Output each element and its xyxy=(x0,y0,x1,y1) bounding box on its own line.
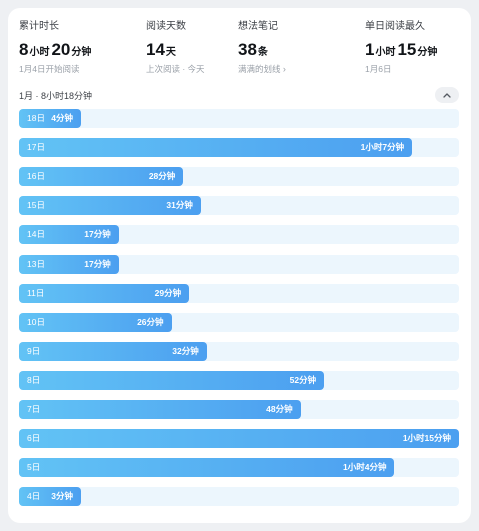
duration-label: 3分钟 xyxy=(51,491,73,502)
stat-sub: 上次阅读 · 今天 xyxy=(146,64,205,74)
day-row[interactable]: 5日 1小时4分钟 xyxy=(19,458,459,478)
day-label: 8日 xyxy=(27,374,41,385)
reading-bar xyxy=(19,429,459,449)
day-label: 14日 xyxy=(27,229,45,240)
duration-label: 29分钟 xyxy=(154,287,182,298)
stat-unit: 分钟 xyxy=(417,47,438,58)
day-label: 10日 xyxy=(27,316,45,327)
stat-unit: 天 xyxy=(165,47,176,58)
duration-label: 17分钟 xyxy=(84,258,111,269)
day-row[interactable]: 18日 4分钟 xyxy=(19,109,459,128)
stat-sub-text: 满满的划线 xyxy=(238,64,281,74)
stat-unit: 小时 xyxy=(29,47,50,58)
day-label: 18日 xyxy=(27,113,45,123)
day-row[interactable]: 14日 17分钟 xyxy=(19,225,459,245)
stat-value: 14天 xyxy=(146,39,205,61)
stat-total-time: 累计时长 8小时 20分钟 1月4日开始阅读 xyxy=(19,20,93,75)
day-row[interactable]: 15日 31分钟 xyxy=(19,196,459,216)
day-row[interactable]: 7日 48分钟 xyxy=(19,400,459,419)
collapse-button[interactable] xyxy=(435,87,459,103)
stat-notes[interactable]: 想法笔记 38条 满满的划线 › xyxy=(238,20,286,75)
duration-label: 4分钟 xyxy=(51,113,73,123)
day-row[interactable]: 10日 26分钟 xyxy=(19,312,459,332)
chevron-up-icon xyxy=(443,93,451,98)
day-label: 11日 xyxy=(27,287,45,298)
reading-bar xyxy=(19,138,413,158)
stat-label: 累计时长 xyxy=(19,21,59,32)
reading-bar xyxy=(19,196,201,216)
reading-bar xyxy=(19,167,184,187)
stat-label: 单日阅读最久 xyxy=(365,21,425,32)
duration-label: 1小时7分钟 xyxy=(360,142,405,153)
stat-number: 1 xyxy=(365,40,375,59)
stat-sub: 1月6日 xyxy=(365,64,392,74)
stat-label: 想法笔记 xyxy=(238,21,278,32)
stat-number: 14 xyxy=(146,40,165,59)
stat-label: 阅读天数 xyxy=(146,21,186,32)
reading-bar xyxy=(19,283,190,303)
stat-sub[interactable]: 满满的划线 › xyxy=(238,63,286,75)
day-row[interactable]: 13日 17分钟 xyxy=(19,254,459,274)
day-label: 7日 xyxy=(27,404,41,414)
duration-label: 28分钟 xyxy=(148,171,176,182)
stat-number: 38 xyxy=(238,40,257,59)
reading-bar xyxy=(19,458,395,478)
day-label: 6日 xyxy=(27,433,41,444)
stat-value: 38条 xyxy=(238,39,286,61)
duration-label: 48分钟 xyxy=(266,404,293,414)
reading-bar xyxy=(19,487,81,507)
day-row[interactable]: 16日 28分钟 xyxy=(19,167,459,187)
reading-bar xyxy=(19,400,301,419)
duration-label: 1小时4分钟 xyxy=(343,462,387,473)
day-label: 4日 xyxy=(27,491,41,502)
duration-label: 17分钟 xyxy=(84,229,111,240)
duration-label: 52分钟 xyxy=(289,374,317,385)
month-summary: 1月 · 8小时18分钟 xyxy=(19,91,93,101)
reading-bar xyxy=(19,312,172,332)
reading-bar xyxy=(19,109,81,128)
stat-number: 20 xyxy=(51,40,71,59)
day-label: 15日 xyxy=(27,200,45,211)
day-row[interactable]: 9日 32分钟 xyxy=(19,341,459,361)
day-label: 5日 xyxy=(27,462,41,473)
stat-longest-day: 单日阅读最久 1小时 15分钟 1月6日 xyxy=(365,20,439,75)
reading-stats-card: 累计时长 8小时 20分钟 1月4日开始阅读 阅读天数 14天 上次阅读 · 今天… xyxy=(8,8,471,523)
reading-bar xyxy=(19,254,119,274)
day-row[interactable]: 11日 29分钟 xyxy=(19,283,459,303)
day-row[interactable]: 4日 3分钟 xyxy=(19,487,459,507)
stat-number: 15 xyxy=(397,40,417,59)
stat-reading-days: 阅读天数 14天 上次阅读 · 今天 xyxy=(146,20,205,75)
duration-label: 26分钟 xyxy=(137,316,164,327)
duration-label: 1小时15分钟 xyxy=(402,433,451,444)
day-label: 9日 xyxy=(27,345,41,356)
reading-bar xyxy=(19,341,207,361)
reading-bar xyxy=(19,225,119,245)
stat-value: 1小时 15分钟 xyxy=(365,39,439,61)
day-label: 16日 xyxy=(27,171,45,182)
stat-unit: 条 xyxy=(257,47,268,58)
duration-label: 31分钟 xyxy=(166,200,193,211)
day-label: 13日 xyxy=(27,258,45,269)
day-row[interactable]: 6日 1小时15分钟 xyxy=(19,429,459,449)
stat-unit: 分钟 xyxy=(71,47,92,58)
stat-unit: 小时 xyxy=(375,47,396,58)
stat-value: 8小时 20分钟 xyxy=(19,39,93,61)
chevron-right-icon: › xyxy=(282,64,286,74)
stats-header: 累计时长 8小时 20分钟 1月4日开始阅读 阅读天数 14天 上次阅读 · 今天… xyxy=(8,8,471,83)
stat-number: 8 xyxy=(19,40,29,59)
day-label: 17日 xyxy=(27,142,45,153)
stat-sub: 1月4日开始阅读 xyxy=(19,64,80,74)
month-section-header: 1月 · 8小时18分钟 xyxy=(19,87,459,105)
day-row[interactable]: 17日 1小时7分钟 xyxy=(19,138,459,158)
reading-bar xyxy=(19,370,325,390)
duration-label: 32分钟 xyxy=(172,345,199,356)
day-row[interactable]: 8日 52分钟 xyxy=(19,370,459,390)
